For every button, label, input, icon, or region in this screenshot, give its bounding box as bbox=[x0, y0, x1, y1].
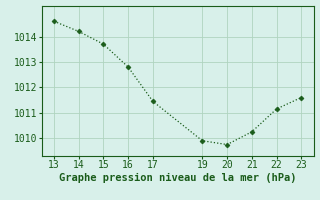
X-axis label: Graphe pression niveau de la mer (hPa): Graphe pression niveau de la mer (hPa) bbox=[59, 173, 296, 183]
